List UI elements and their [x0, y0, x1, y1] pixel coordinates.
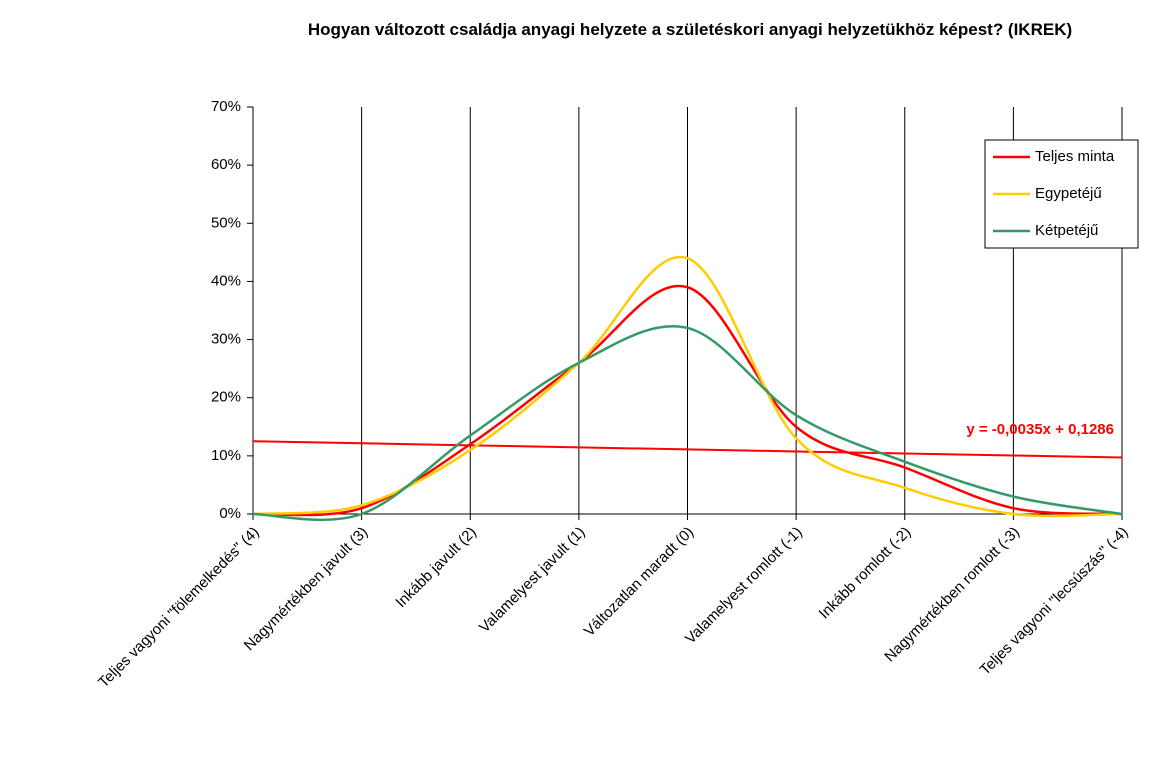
trendline-label: y = -0,0035x + 0,1286	[966, 421, 1114, 438]
series-line	[252, 325, 1123, 522]
x-tick-label: Változatlan maradt (0)	[581, 524, 697, 640]
legend-label: Kétpetéjű	[1035, 222, 1098, 239]
x-tick-label: Inkább javult (2)	[392, 524, 479, 611]
legend: Teljes minta Egypetéjű Kétpetéjű	[984, 139, 1139, 249]
x-tick-label: Valamelyest javult (1)	[476, 524, 589, 637]
legend-label: Egypetéjű	[1035, 185, 1102, 202]
legend-label: Teljes minta	[1035, 148, 1115, 165]
y-tick-label: 60%	[211, 156, 241, 173]
y-tick-label: 30%	[211, 331, 241, 348]
x-tick-label: Inkább romlott (-2)	[816, 524, 915, 623]
y-tick-label: 20%	[211, 389, 241, 406]
y-tick-label: 50%	[211, 214, 241, 231]
x-tick-label: Nagymértékben javult (3)	[241, 524, 372, 655]
y-tick-label: 0%	[219, 505, 241, 522]
x-tick-label: Valamelyest romlott (-1)	[682, 524, 806, 648]
trendline	[252, 440, 1123, 459]
y-tick-label: 70%	[211, 98, 241, 115]
y-tick-label: 10%	[211, 447, 241, 464]
x-tick-label: Teljes vagyoni "fölemelkedés" (4)	[95, 524, 263, 692]
y-tick-label: 40%	[211, 272, 241, 289]
chart-title: Hogyan változott családja anyagi helyzet…	[307, 20, 1073, 39]
